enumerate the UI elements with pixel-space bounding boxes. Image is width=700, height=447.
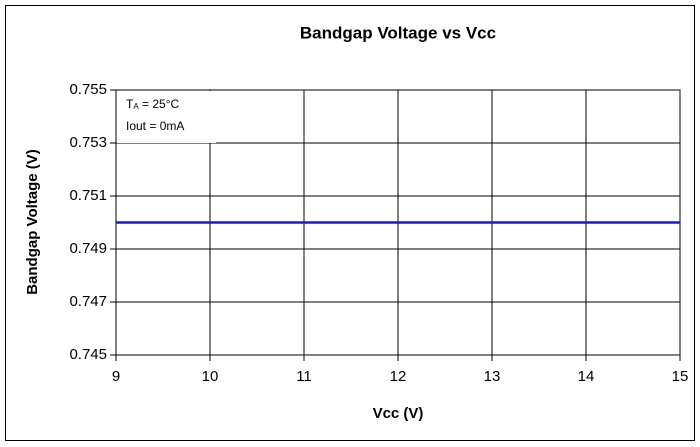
x-tick-label: 10	[202, 368, 219, 385]
annotation: TA = 25°C	[126, 97, 180, 111]
chart-title: Bandgap Voltage vs Vcc	[300, 23, 496, 42]
x-tick-label: 12	[390, 368, 407, 385]
x-tick-label: 15	[672, 368, 689, 385]
annotation-part: = 25°C	[139, 97, 180, 111]
annotation-part: A	[133, 102, 139, 111]
y-axis-label: Bandgap Voltage (V)	[24, 149, 41, 295]
y-tick-label: 0.751	[69, 187, 107, 204]
x-tick-label: 11	[296, 368, 312, 385]
y-tick-label: 0.747	[69, 293, 107, 310]
x-axis-label: Vcc (V)	[373, 405, 424, 422]
annotation-part: T	[126, 97, 134, 111]
x-tick-label: 14	[578, 368, 595, 385]
y-tick-label: 0.749	[69, 240, 107, 257]
annotation: Iout = 0mA	[126, 119, 184, 133]
y-tick-label: 0.755	[69, 81, 107, 98]
annotation-box	[117, 91, 216, 143]
y-tick-label: 0.745	[69, 346, 107, 363]
x-tick-label: 9	[112, 368, 120, 385]
y-tick-label: 0.753	[69, 134, 107, 151]
x-tick-label: 13	[484, 368, 501, 385]
